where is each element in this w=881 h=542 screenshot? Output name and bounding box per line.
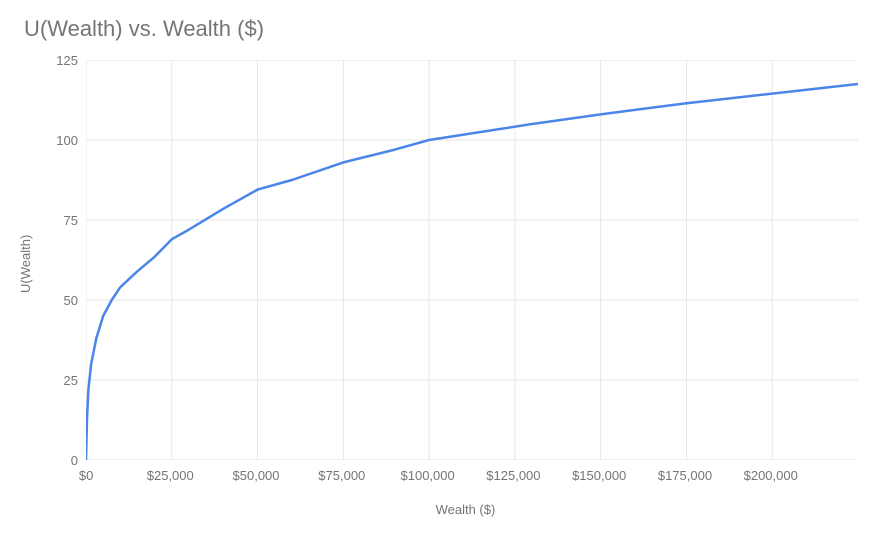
y-axis-label: U(Wealth) (18, 234, 33, 292)
plot-area (86, 60, 858, 460)
chart-container: U(Wealth) vs. Wealth ($) U(Wealth) $0 $25… (0, 0, 881, 542)
x-tick-label: $200,000 (744, 468, 798, 483)
y-tick-label: 75 (64, 213, 78, 228)
x-tick-label: $50,000 (233, 468, 280, 483)
y-tick-label: 100 (56, 133, 78, 148)
x-tick-label: $75,000 (318, 468, 365, 483)
x-tick-label: $150,000 (572, 468, 626, 483)
x-tick-label: $25,000 (147, 468, 194, 483)
x-tick-label: $100,000 (401, 468, 455, 483)
x-tick-label: $125,000 (486, 468, 540, 483)
y-tick-label: 125 (56, 53, 78, 68)
y-tick-label: 0 (71, 453, 78, 468)
y-tick-label: 25 (64, 373, 78, 388)
chart-title: U(Wealth) vs. Wealth ($) (24, 16, 264, 42)
x-tick-label: $0 (79, 468, 93, 483)
x-axis-label: Wealth ($) (436, 502, 496, 517)
x-tick-label: $175,000 (658, 468, 712, 483)
y-tick-label: 50 (64, 293, 78, 308)
